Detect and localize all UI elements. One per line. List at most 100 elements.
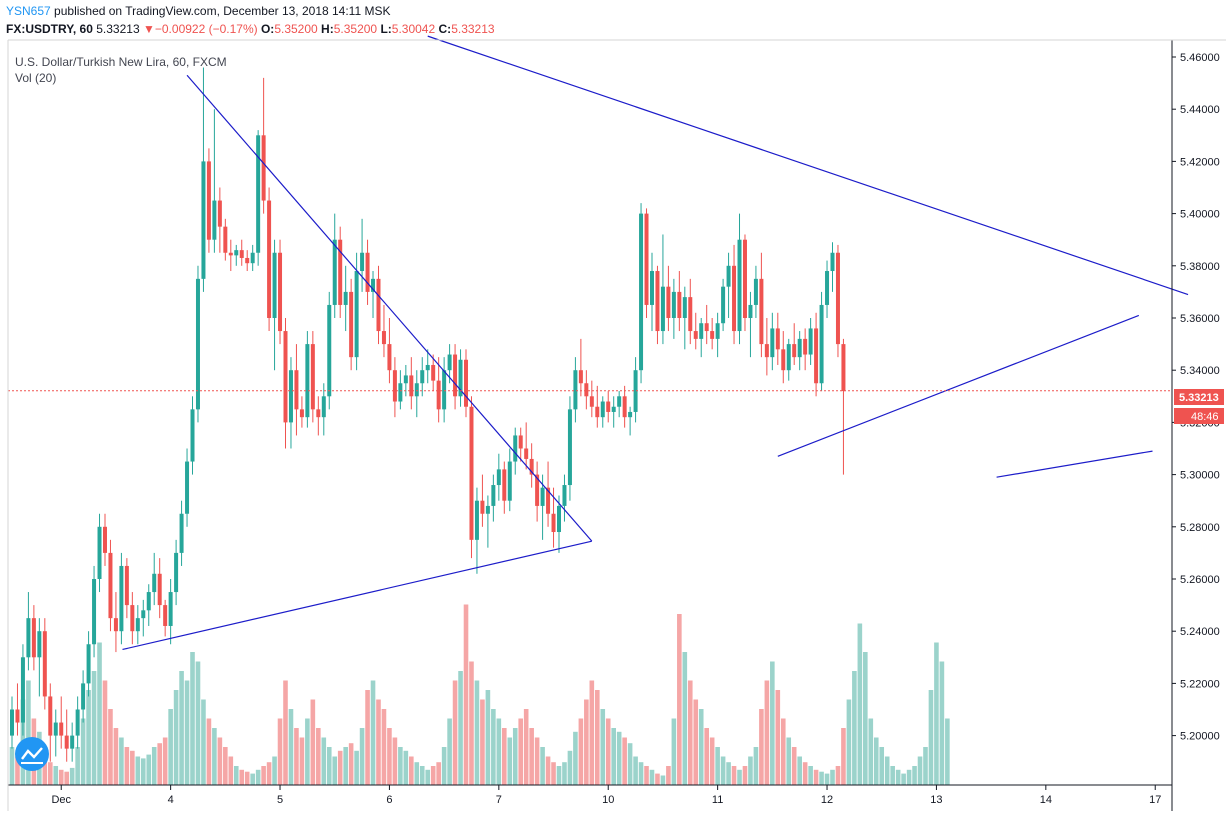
x-tick-label: 13: [930, 794, 942, 806]
candle: [403, 364, 408, 397]
candle: [174, 539, 179, 606]
candle: [349, 278, 354, 371]
y-tick-label: 5.38000: [1180, 261, 1220, 273]
volume-bar: [622, 737, 627, 785]
candle: [37, 618, 42, 697]
volume-bar: [376, 699, 381, 785]
candle: [152, 552, 157, 606]
candle: [458, 349, 463, 407]
volume-bar: [458, 671, 463, 785]
volume-bar: [436, 762, 441, 785]
volume-bar: [228, 756, 234, 785]
volume-bar: [540, 747, 545, 785]
y-tick-label: 5.40000: [1180, 209, 1220, 221]
volume-bar: [682, 652, 688, 785]
price-axis[interactable]: 5.46000 5.44000 5.42000 5.40000 5.38000 5.360…: [1172, 52, 1220, 743]
volume-bar: [337, 750, 343, 785]
candle: [644, 208, 649, 318]
trendlines[interactable]: [122, 35, 1189, 651]
volume-bar: [627, 743, 633, 785]
y-tick-label: 5.28000: [1180, 522, 1220, 534]
candle: [693, 312, 698, 350]
trendline[interactable]: [186, 74, 593, 542]
high-label: H:: [321, 22, 334, 36]
volume-bar: [928, 690, 934, 785]
volume-bar: [217, 737, 223, 785]
volume-bar: [102, 680, 108, 785]
trendline[interactable]: [777, 314, 1140, 457]
candle: [529, 443, 534, 488]
candle: [535, 461, 540, 522]
volume-bar: [830, 769, 835, 785]
candle: [299, 396, 304, 428]
volume-bar: [534, 737, 540, 785]
trendline[interactable]: [996, 450, 1153, 478]
candle: [75, 696, 80, 749]
volume-bar: [354, 750, 359, 785]
candle: [113, 592, 118, 653]
candle: [841, 338, 846, 475]
x-tick-label: 4: [168, 794, 174, 806]
volume-bar: [184, 680, 190, 785]
y-tick-label: 5.46000: [1180, 52, 1220, 64]
candle: [442, 357, 447, 423]
candle: [764, 318, 769, 376]
candle: [168, 579, 173, 645]
change-down-icon: ▼: [142, 22, 155, 36]
volume-bar: [753, 747, 759, 785]
candle: [480, 474, 485, 527]
volume-bar: [742, 766, 748, 785]
candle: [595, 385, 600, 428]
time-axis[interactable]: Dec 4 5 6 7 10 11 12 13 14 17: [51, 785, 1161, 806]
volume-bar: [737, 769, 742, 785]
volume-bar: [529, 728, 534, 785]
volume-bar: [502, 728, 507, 785]
volume-bar: [939, 661, 945, 785]
volume-bar: [748, 756, 753, 785]
candle: [688, 278, 693, 345]
volume-bar: [321, 737, 327, 785]
candle: [502, 461, 507, 514]
candle: [431, 354, 436, 392]
volume-bar: [589, 680, 595, 785]
volume-bar: [731, 766, 737, 785]
volume-bar: [770, 661, 775, 785]
author-link[interactable]: YSN657: [6, 4, 51, 18]
candle: [42, 618, 47, 710]
volume-bar: [223, 747, 228, 785]
candle: [436, 357, 441, 423]
volume-bar: [726, 762, 731, 785]
trendline[interactable]: [122, 540, 592, 651]
trendline[interactable]: [427, 35, 1189, 296]
volume-bar: [53, 766, 59, 785]
open-label: O:: [260, 22, 275, 36]
candle: [633, 357, 638, 423]
x-tick-label: 10: [602, 794, 614, 806]
volume-bar: [261, 766, 266, 785]
volume-bar: [58, 769, 64, 785]
tradingview-logo-icon[interactable]: [15, 737, 49, 771]
y-tick-label: 5.30000: [1180, 470, 1220, 482]
volume-bar: [666, 766, 671, 785]
candle: [392, 357, 397, 418]
candle: [710, 318, 715, 350]
candle: [288, 357, 293, 449]
candle: [507, 448, 512, 512]
volume-bar: [496, 718, 502, 785]
volume-bar: [660, 775, 666, 785]
symbol-label: FX:USDTRY, 60: [6, 22, 93, 36]
candle: [267, 187, 272, 332]
volume-bar: [299, 737, 305, 785]
candle: [135, 605, 140, 645]
candle: [573, 357, 578, 423]
candle: [671, 278, 676, 339]
close-label: C:: [438, 22, 452, 36]
candle: [469, 396, 474, 559]
volume-bar: [283, 680, 288, 785]
volume-bar: [698, 709, 704, 785]
volume-bar: [709, 737, 715, 785]
volume-bar: [157, 743, 162, 785]
candle: [10, 696, 14, 749]
volume-bar: [512, 728, 518, 785]
